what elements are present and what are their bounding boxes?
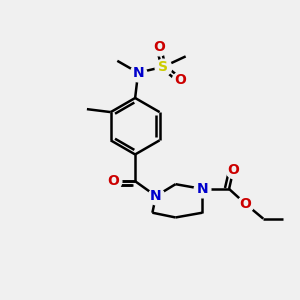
Text: O: O [239,197,251,211]
Text: O: O [107,174,119,188]
Text: O: O [228,163,239,177]
Text: N: N [150,189,162,203]
Text: O: O [174,73,186,87]
Text: N: N [196,182,208,196]
Text: N: N [132,66,144,80]
Text: S: S [158,60,168,74]
Text: O: O [153,40,165,55]
